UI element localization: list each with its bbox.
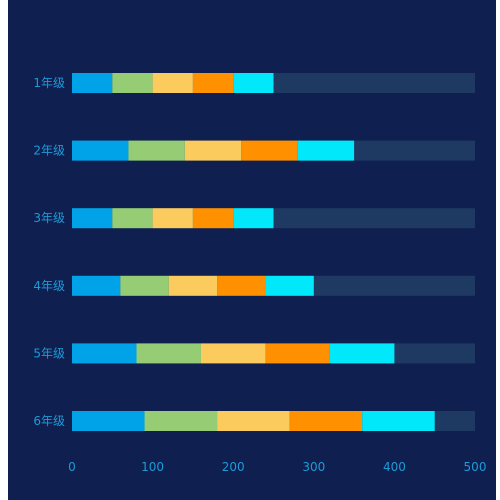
bar-segment-row1-series1[interactable] <box>72 73 113 93</box>
bar-segment-row1-series5[interactable] <box>233 73 274 93</box>
bar-segment-row5-series5[interactable] <box>329 343 395 364</box>
x-tick-label: 500 <box>464 460 487 474</box>
bar-segment-row4-series1[interactable] <box>72 275 121 296</box>
x-axis-tick-labels: 0 100 200 300 400 500 <box>68 460 486 474</box>
bar-segment-row2-series3[interactable] <box>184 140 242 161</box>
category-label: 5年级 <box>33 346 65 360</box>
bar-segment-row4-series3[interactable] <box>168 275 218 296</box>
bar-segment-row5-series3[interactable] <box>200 343 266 364</box>
x-tick-label: 100 <box>141 460 164 474</box>
category-labels: 1年级 2年级 3年级 4年级 5年级 6年级 <box>33 76 65 428</box>
bar-segment-row1-series4[interactable] <box>192 73 234 93</box>
category-label: 2年级 <box>33 144 65 158</box>
bar-segment-row5-series1[interactable] <box>72 343 137 364</box>
x-tick-label: 300 <box>302 460 325 474</box>
bar-segment-row3-series1[interactable] <box>72 208 113 229</box>
category-label: 1年级 <box>33 76 65 90</box>
bar-segment-row1-series2[interactable] <box>112 73 153 93</box>
bar-segment-row3-series5[interactable] <box>233 208 274 229</box>
bar-segment-row5-series2[interactable] <box>136 343 201 364</box>
bar-segment-row6-series5[interactable] <box>362 411 435 431</box>
bar-segment-row2-series1[interactable] <box>72 140 129 161</box>
bar-segment-row2-series5[interactable] <box>297 140 355 161</box>
bar-segment-row2-series2[interactable] <box>128 140 185 161</box>
bar-segment-row5-series4[interactable] <box>265 343 330 364</box>
bars-layer <box>72 73 475 431</box>
bar-segment-row1-series3[interactable] <box>152 73 193 93</box>
bar-segment-row4-series5[interactable] <box>265 275 314 296</box>
bar-segment-row6-series4[interactable] <box>289 411 363 431</box>
x-tick-label: 400 <box>383 460 406 474</box>
category-label: 4年级 <box>33 279 65 293</box>
bar-segment-row4-series2[interactable] <box>120 275 169 296</box>
bar-segment-row6-series3[interactable] <box>217 411 290 431</box>
category-label: 3年级 <box>33 211 65 225</box>
bar-segment-row4-series4[interactable] <box>217 275 266 296</box>
x-tick-label: 0 <box>68 460 76 474</box>
chart-panel: 1年级 2年级 3年级 4年级 5年级 6年级 0 100 200 300 400 500 <box>8 0 496 500</box>
bar-segment-row2-series4[interactable] <box>241 140 298 161</box>
category-label: 6年级 <box>33 414 65 428</box>
stacked-bar-chart: 1年级 2年级 3年级 4年级 5年级 6年级 0 100 200 300 400 500 <box>33 73 486 474</box>
bar-segment-row3-series2[interactable] <box>112 208 153 229</box>
x-tick-label: 200 <box>222 460 245 474</box>
bar-segment-row6-series2[interactable] <box>144 411 218 431</box>
bar-segment-row6-series1[interactable] <box>72 411 145 431</box>
bar-segment-row3-series4[interactable] <box>192 208 234 229</box>
bar-segment-row3-series3[interactable] <box>152 208 193 229</box>
